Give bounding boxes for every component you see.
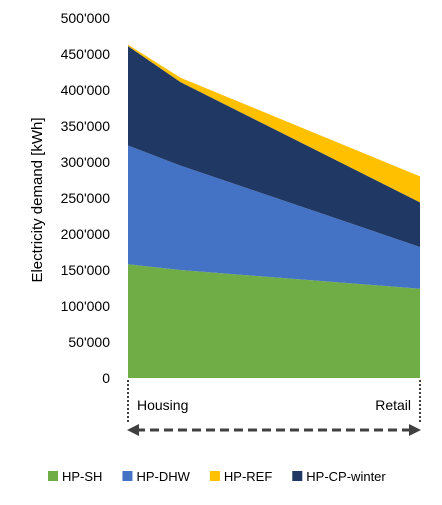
y-tick-label: 500'000 — [61, 10, 111, 26]
legend-label-hp-cp-winter: HP-CP-winter — [306, 469, 386, 484]
y-tick-label: 0 — [102, 370, 110, 386]
category-axis: Housing Retail — [127, 380, 421, 436]
area-hp-cp-winter — [128, 46, 420, 247]
y-tick-label: 50'000 — [68, 334, 110, 350]
y-axis: 0 50'000 100'000 150'000 200'000 250'000 300'0… — [61, 10, 111, 386]
arrow-right-icon — [409, 424, 421, 436]
legend-swatch-hp-cp-winter — [292, 471, 303, 481]
category-label-housing: Housing — [137, 397, 188, 413]
legend-swatch-hp-ref — [209, 471, 220, 481]
legend-label-hp-ref: HP-REF — [224, 469, 272, 484]
y-tick-label: 450'000 — [61, 46, 111, 62]
y-tick-label: 150'000 — [61, 262, 111, 278]
areas-group — [128, 44, 420, 378]
y-tick-label: 250'000 — [61, 190, 111, 206]
arrow-left-icon — [127, 424, 139, 436]
y-tick-label: 300'000 — [61, 154, 111, 170]
category-label-retail: Retail — [375, 397, 411, 413]
legend-swatch-hp-dhw — [122, 471, 133, 481]
y-tick-label: 400'000 — [61, 82, 111, 98]
area-hp-ref — [128, 44, 420, 203]
legend-label-hp-sh: HP-SH — [62, 469, 102, 484]
y-tick-label: 200'000 — [61, 226, 111, 242]
legend: HP-SH HP-DHW HP-REF HP-CP-winter — [48, 469, 386, 484]
y-tick-label: 350'000 — [61, 118, 111, 134]
legend-label-hp-dhw: HP-DHW — [136, 469, 190, 484]
area-hp-sh — [128, 264, 420, 378]
y-tick-label: 100'000 — [61, 298, 111, 314]
area-hp-dhw — [128, 145, 420, 289]
legend-swatch-hp-sh — [48, 471, 58, 481]
y-axis-title: Electricity demand [kWh] — [29, 117, 46, 282]
